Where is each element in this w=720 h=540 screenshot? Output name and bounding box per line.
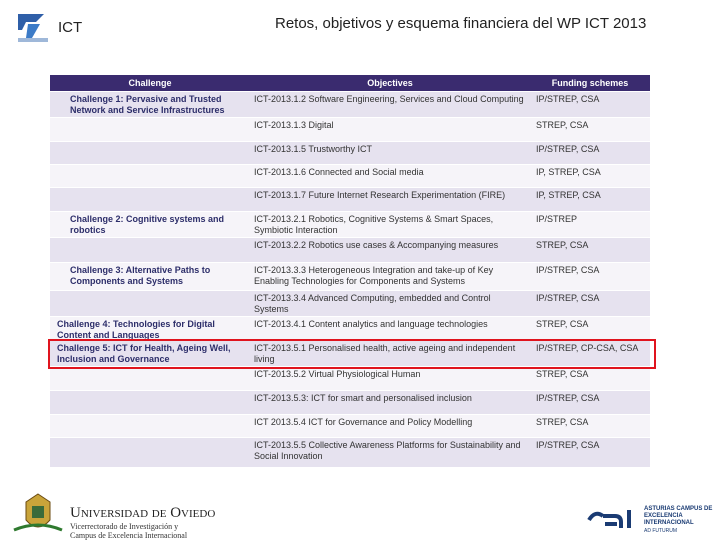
challenge-cell: Challenge 3: Alternative Paths to Compon…	[70, 265, 211, 286]
funding-cell: IP/STREP, CSA	[536, 94, 600, 104]
highlight-box	[48, 339, 656, 369]
row-bg	[50, 117, 650, 141]
column-header: Funding schemes	[530, 75, 650, 91]
row-bg	[50, 316, 650, 340]
funding-cell: IP/STREP, CSA	[536, 265, 600, 275]
campus-motto: AD FUTURUM	[644, 528, 678, 534]
campus-text: ASTURIAS CAMPUS DE EXCELENCIA INTERNACIO…	[644, 506, 713, 526]
column-header: Challenge	[50, 75, 250, 91]
funding-cell: IP/STREP, CSA	[536, 144, 600, 154]
logo-text: ICT	[58, 19, 83, 36]
table: Challenge Objectives Funding schemes Challe…	[50, 75, 650, 467]
slide-title: Retos, objetivos y esquema financiera de…	[275, 15, 647, 32]
challenge-cell: Challenge 1: Pervasive and Trusted Netwo…	[70, 94, 225, 115]
column-header: Objectives	[250, 75, 530, 91]
challenge-cell: Challenge 4: Technologies for Digital Co…	[57, 319, 215, 340]
challenge-cell: Challenge 2: Cognitive systems and robot…	[70, 214, 225, 235]
row-bg	[50, 437, 650, 467]
funding-cell: IP/STREP, CSA	[536, 440, 600, 450]
row-bg	[50, 414, 650, 437]
objective-cell: ICT-2013.2.2 Robotics use cases & Accomp…	[254, 240, 499, 250]
objective-cell: ICT-2013.5.3: ICT for smart and personal…	[254, 393, 472, 403]
funding-cell: IP/STREP	[536, 214, 578, 224]
objective-cell: ICT-2013.4.1 Content analytics and langu…	[254, 319, 488, 329]
funding-cell: IP, STREP, CSA	[536, 167, 601, 177]
objective-cell: ICT-2013.2.1 Robotics, Cognitive Systems…	[254, 214, 494, 235]
funding-cell: STREP, CSA	[536, 417, 589, 427]
funding-cell: STREP, CSA	[536, 369, 589, 379]
funding-cell: STREP, CSA	[536, 240, 589, 250]
row-bg	[50, 164, 650, 187]
row-bg	[50, 211, 650, 237]
objective-cell: ICT-2013.5.5 Collective Awareness Platfo…	[254, 440, 521, 461]
row-bg	[50, 91, 650, 117]
objective-cell: ICT 2013.5.4 ICT for Governance and Poli…	[254, 417, 473, 427]
row-bg	[50, 290, 650, 316]
university-crest	[13, 493, 63, 532]
row-bg	[50, 237, 650, 262]
funding-cell: IP, STREP, CSA	[536, 190, 601, 200]
objective-cell: ICT-2013.3.4 Advanced Computing, embedde…	[254, 293, 491, 314]
funding-cell: STREP, CSA	[536, 319, 589, 329]
objective-cell: ICT-2013.1.2 Software Engineering, Servi…	[254, 94, 524, 104]
row-bg	[50, 366, 650, 390]
funding-cell: IP/STREP, CSA	[536, 393, 600, 403]
objective-cell: ICT-2013.1.5 Trustworthy ICT	[254, 144, 373, 154]
objective-cell: ICT-2013.1.7 Future Internet Research Ex…	[254, 190, 506, 200]
fp7-logo	[18, 14, 48, 42]
objective-cell: ICT-2013.5.1 Personalised health, active…	[254, 343, 516, 364]
campus-logo	[587, 510, 631, 528]
row-bg	[50, 187, 650, 211]
funding-cell: IP/STREP, CSA	[536, 293, 600, 303]
objective-cell: ICT-2013.3.3 Heterogeneous Integration a…	[254, 265, 494, 286]
objective-cell: ICT-2013.1.6 Connected and Social media	[254, 167, 424, 177]
funding-cell: STREP, CSA	[536, 120, 589, 130]
row-bg	[50, 390, 650, 414]
row-bg	[50, 262, 650, 290]
funding-cell: IP/STREP, CP-CSA, CSA	[536, 343, 639, 353]
challenge-cell: Challenge 5: ICT for Health, Ageing Well…	[57, 343, 231, 364]
university-name: Universidad de Oviedo	[70, 505, 216, 521]
row-bg	[50, 141, 650, 164]
vicerrectorado: Vicerrectorado de Investigación y Campus…	[70, 522, 188, 540]
objective-cell: ICT-2013.5.2 Virtual Physiological Human	[254, 369, 421, 379]
objective-cell: ICT-2013.1.3 Digital	[254, 120, 334, 130]
